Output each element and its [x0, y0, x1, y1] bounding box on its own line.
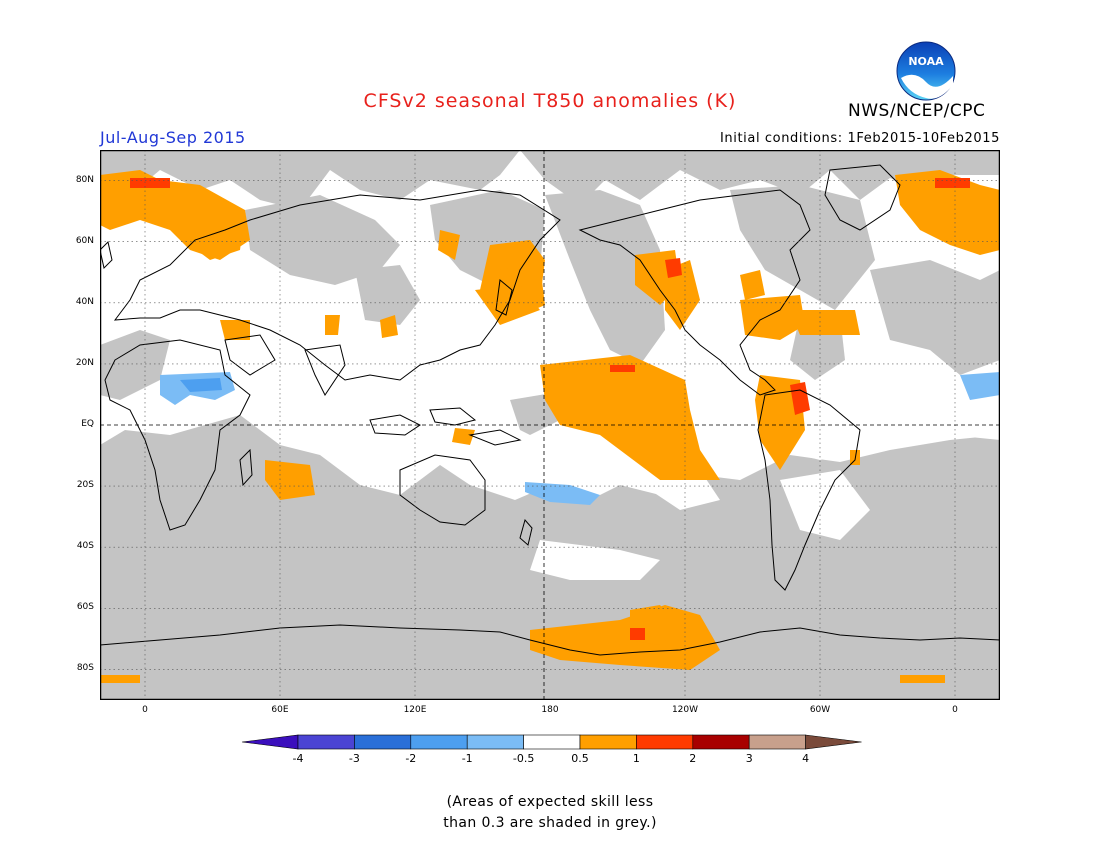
colorbar-segment: [579, 734, 637, 750]
lon-tick-label: 180: [541, 705, 559, 715]
colorbar-segment: [636, 734, 694, 750]
lon-tick-label: 0: [142, 705, 148, 715]
colorbar-segment: [297, 734, 355, 750]
lat-tick-label: 40N: [75, 296, 94, 307]
colorbar-segment: [466, 734, 524, 750]
noaa-logo: NOAA: [896, 41, 956, 101]
colorbar: [241, 734, 862, 750]
agency-label: NWS/NCEP/CPC: [848, 101, 986, 121]
lat-tick-label: EQ: [81, 419, 94, 429]
lon-tick-label: 0: [952, 705, 958, 715]
lat-tick-label: 60N: [75, 235, 94, 246]
lat-tick-label: 20N: [75, 357, 94, 368]
lat-tick-label: 20S: [76, 480, 94, 491]
skill-note-line2: than 0.3 are shaded in grey.): [443, 815, 657, 831]
colorbar-tick-label: -0.5: [512, 752, 535, 765]
colorbar-tick-label: -4: [292, 752, 304, 765]
colorbar-tick-label: -2: [405, 752, 417, 765]
logo-text: NOAA: [908, 55, 944, 68]
colorbar-segment: [241, 734, 299, 750]
colorbar-segment: [410, 734, 468, 750]
skill-note-line1: (Areas of expected skill less: [446, 794, 654, 810]
colorbar-segment: [354, 734, 412, 750]
colorbar-segment: [805, 734, 862, 750]
lon-tick-label: 60E: [271, 705, 289, 715]
anomaly-map: [100, 150, 1000, 700]
colorbar-tick-label: -3: [348, 752, 360, 765]
colorbar-segment: [692, 734, 750, 750]
map-frame: [100, 150, 1000, 700]
colorbar-tick-label: 4: [802, 752, 810, 765]
map-title: CFSv2 seasonal T850 anomalies (K): [363, 90, 737, 112]
lat-tick-label: 40S: [76, 541, 94, 552]
skill-note: (Areas of expected skill less than 0.3 a…: [0, 792, 1100, 834]
lat-tick-label: 60S: [76, 602, 94, 613]
colorbar-tick-label: 3: [745, 752, 753, 765]
strong-warm-anomaly-regions: [130, 178, 970, 640]
colorbar-segment: [523, 734, 581, 750]
lat-tick-label: 80N: [75, 174, 94, 185]
lon-tick-label: 120W: [671, 705, 699, 715]
colorbar-tick-label: -1: [461, 752, 473, 765]
lon-tick-label: 120E: [403, 705, 427, 715]
colorbar-segment: [748, 734, 806, 750]
coastlines: [100, 164, 1000, 656]
lat-tick-label: 80S: [76, 663, 94, 674]
colorbar-tick-label: 0.5: [571, 752, 589, 765]
colorbar-tick-label: 2: [689, 752, 697, 765]
season-label: Jul-Aug-Sep 2015: [100, 128, 246, 147]
initial-conditions-label: Initial conditions: 1Feb2015-10Feb2015: [719, 131, 1000, 146]
lon-tick-label: 60W: [809, 705, 831, 715]
colorbar-tick-label: 1: [632, 752, 640, 765]
warm-anomaly-regions: [100, 170, 1000, 683]
